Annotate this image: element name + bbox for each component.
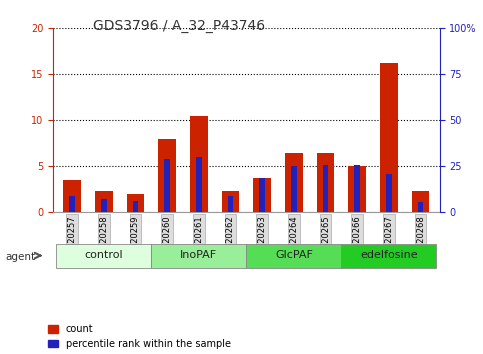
Text: GSM520264: GSM520264 bbox=[289, 215, 298, 266]
Bar bbox=[222, 191, 239, 212]
Bar bbox=[254, 178, 271, 212]
Text: agent: agent bbox=[6, 252, 36, 262]
Bar bbox=[355, 165, 360, 212]
Text: GSM520268: GSM520268 bbox=[416, 215, 425, 266]
Text: edelfosine: edelfosine bbox=[360, 250, 418, 260]
Text: GSM520261: GSM520261 bbox=[194, 215, 203, 266]
Bar bbox=[418, 202, 424, 212]
Bar bbox=[95, 191, 113, 212]
Bar bbox=[317, 154, 334, 212]
Bar bbox=[63, 180, 81, 212]
Bar bbox=[133, 201, 138, 212]
Bar bbox=[323, 165, 328, 212]
Text: GSM520265: GSM520265 bbox=[321, 215, 330, 266]
Text: GSM520266: GSM520266 bbox=[353, 215, 362, 266]
FancyBboxPatch shape bbox=[246, 244, 341, 268]
Bar bbox=[158, 139, 176, 212]
Text: GDS3796 / A_32_P43746: GDS3796 / A_32_P43746 bbox=[93, 19, 265, 34]
FancyBboxPatch shape bbox=[151, 244, 246, 268]
Bar bbox=[164, 159, 170, 212]
Text: InoPAF: InoPAF bbox=[180, 250, 217, 260]
Text: GSM520259: GSM520259 bbox=[131, 215, 140, 266]
Bar bbox=[196, 157, 202, 212]
Bar bbox=[348, 166, 366, 212]
Bar bbox=[412, 191, 429, 212]
Text: GlcPAF: GlcPAF bbox=[275, 250, 313, 260]
Bar bbox=[69, 196, 75, 212]
Bar bbox=[190, 116, 208, 212]
Text: GSM520267: GSM520267 bbox=[384, 215, 393, 266]
Bar bbox=[386, 174, 392, 212]
Legend: count, percentile rank within the sample: count, percentile rank within the sample bbox=[48, 324, 231, 349]
Text: GSM520262: GSM520262 bbox=[226, 215, 235, 266]
Text: GSM520260: GSM520260 bbox=[163, 215, 171, 266]
Text: GSM520257: GSM520257 bbox=[68, 215, 77, 266]
FancyBboxPatch shape bbox=[341, 244, 436, 268]
Bar bbox=[101, 199, 107, 212]
Bar bbox=[285, 154, 302, 212]
Bar bbox=[259, 178, 265, 212]
FancyBboxPatch shape bbox=[57, 244, 151, 268]
Text: GSM520263: GSM520263 bbox=[257, 215, 267, 266]
Text: count: count bbox=[7, 246, 46, 259]
Bar bbox=[380, 63, 398, 212]
Bar bbox=[127, 194, 144, 212]
Text: GSM520258: GSM520258 bbox=[99, 215, 108, 266]
Text: control: control bbox=[85, 250, 123, 260]
Bar bbox=[291, 166, 297, 212]
Bar bbox=[227, 196, 233, 212]
